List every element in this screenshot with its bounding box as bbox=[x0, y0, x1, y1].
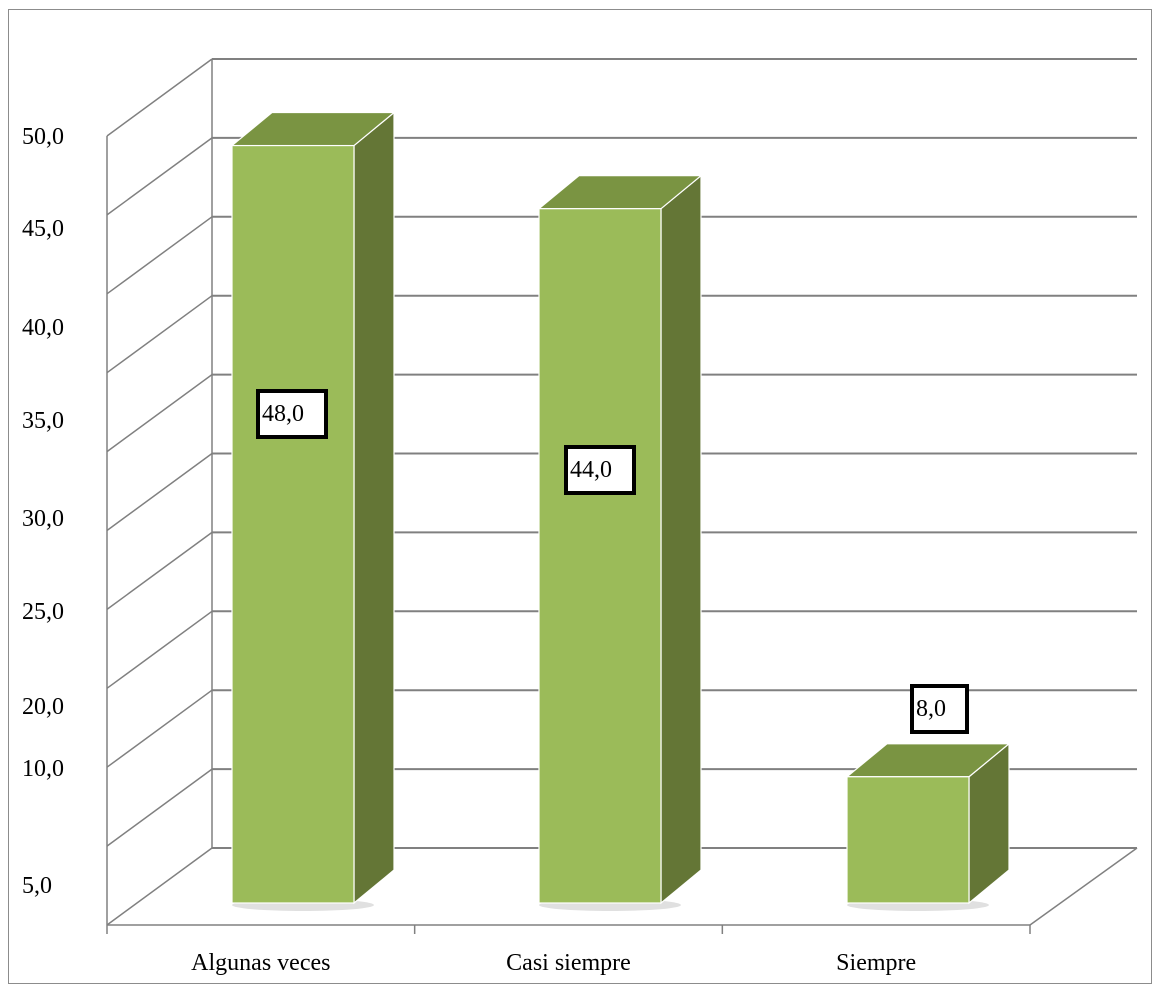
x-axis-labels: Algunas veces Casi siempre Siempre bbox=[191, 950, 916, 976]
category-label: Casi siempre bbox=[506, 950, 631, 976]
chart-frame bbox=[8, 9, 1152, 984]
side-wall-line bbox=[106, 610, 213, 689]
side-wall-line bbox=[106, 58, 213, 137]
y-tick-label: 20,0 bbox=[22, 694, 64, 720]
y-tick-label: 30,0 bbox=[22, 506, 64, 532]
side-wall-line bbox=[106, 373, 213, 453]
axes bbox=[106, 136, 1138, 934]
bars bbox=[230, 111, 1011, 911]
data-label: 8,0 bbox=[916, 696, 946, 722]
bar-side bbox=[353, 111, 395, 905]
data-label: 48,0 bbox=[262, 401, 304, 427]
y-tick-label: 10,0 bbox=[22, 756, 64, 782]
side-wall-line bbox=[106, 295, 213, 374]
y-tick-label: 35,0 bbox=[22, 408, 64, 434]
y-tick-label: 40,0 bbox=[22, 315, 64, 341]
bar bbox=[231, 144, 355, 904]
y-tick-label: 50,0 bbox=[22, 124, 64, 150]
data-label: 44,0 bbox=[570, 457, 612, 483]
y-tick-label: 25,0 bbox=[22, 599, 64, 625]
y-tick-label: 5,0 bbox=[22, 873, 52, 899]
category-label: Siempre bbox=[836, 950, 916, 976]
data-label-box bbox=[564, 445, 636, 495]
y-axis-ticks: 5,0 10,0 20,0 25,0 30,0 35,0 40,0 45,0 5… bbox=[22, 124, 64, 899]
data-labels: 48,0 44,0 8,0 bbox=[256, 389, 969, 734]
bar bbox=[538, 208, 662, 904]
data-label-box bbox=[910, 684, 969, 734]
side-wall-line bbox=[106, 216, 213, 295]
bar bbox=[846, 776, 970, 904]
category-label: Algunas veces bbox=[191, 950, 330, 976]
side-wall-line bbox=[106, 847, 213, 926]
floor-edge bbox=[1029, 847, 1138, 926]
y-tick-label: 45,0 bbox=[22, 216, 64, 242]
side-wall-line bbox=[106, 531, 213, 611]
data-label-box bbox=[256, 389, 328, 439]
side-wall-line bbox=[106, 137, 213, 216]
bar-side bbox=[660, 174, 702, 905]
side-wall-line bbox=[106, 768, 213, 847]
side-wall-line bbox=[106, 452, 213, 532]
side-wall-line bbox=[106, 689, 213, 768]
